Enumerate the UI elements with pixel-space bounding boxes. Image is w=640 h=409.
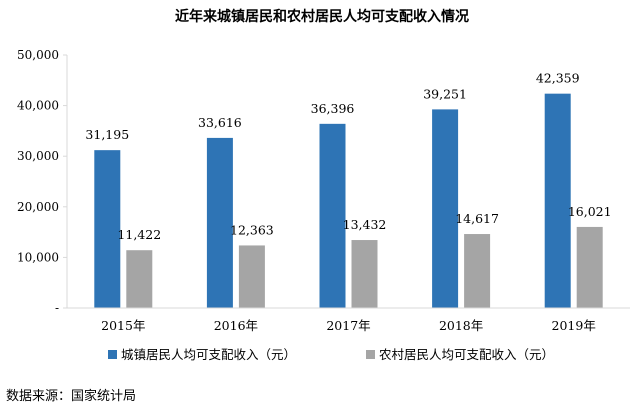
rural-bar	[126, 250, 153, 308]
urban-data-label: 31,195	[85, 127, 129, 142]
y-tick-label: 10,000	[17, 250, 59, 264]
rural-data-label: 13,432	[343, 217, 387, 232]
y-tick-label: 50,000	[17, 48, 59, 62]
urban-bar	[319, 123, 346, 308]
x-tick-label: 2016年	[214, 318, 258, 333]
y-tick-label: -	[55, 301, 59, 315]
x-tick-label: 2017年	[326, 318, 370, 333]
rural-bar	[576, 226, 603, 308]
x-tick-label: 2018年	[439, 318, 483, 333]
urban-data-label: 36,396	[311, 101, 355, 116]
rural-bar	[238, 245, 265, 308]
rural-data-label: 12,363	[230, 222, 274, 237]
x-tick-label: 2015年	[101, 318, 145, 333]
legend: 城镇居民人均可支配收入（元） 农村居民人均可支配收入（元）	[108, 347, 554, 362]
rural-bar	[464, 234, 491, 308]
legend-label-rural: 农村居民人均可支配收入（元）	[379, 347, 554, 362]
urban-bar	[94, 150, 121, 308]
source-note: 数据来源：国家统计局	[6, 389, 137, 404]
x-axis: 2015年 2016年 2017年 2018年 2019年	[67, 307, 630, 333]
y-tick-label: 40,000	[17, 99, 59, 113]
y-tick-label: 20,000	[17, 200, 59, 214]
rural-data-label: 16,021	[568, 204, 612, 219]
rural-data-label: 14,617	[455, 211, 499, 226]
urban-data-label: 42,359	[536, 71, 580, 86]
legend-swatch-urban	[108, 350, 117, 359]
urban-data-label: 39,251	[423, 86, 467, 101]
urban-data-label: 33,616	[198, 115, 242, 130]
legend-label-urban: 城镇居民人均可支配收入（元）	[121, 347, 296, 362]
chart-title: 近年来城镇居民和农村居民人均可支配收入情况	[175, 8, 469, 25]
x-tick-label: 2019年	[552, 318, 596, 333]
urban-bar	[544, 93, 571, 309]
y-axis: - 10,000 20,000 30,000 40,000 50,000	[17, 48, 68, 315]
rural-bar	[351, 240, 378, 308]
y-tick-label: 30,000	[17, 149, 59, 163]
urban-bar	[432, 109, 459, 308]
rural-data-label: 11,422	[117, 227, 161, 242]
legend-swatch-rural	[366, 350, 375, 359]
bars: 31,195 11,422 33,616 12,363 36,396 13,432 39,2…	[85, 71, 612, 309]
urban-bar	[206, 137, 233, 308]
